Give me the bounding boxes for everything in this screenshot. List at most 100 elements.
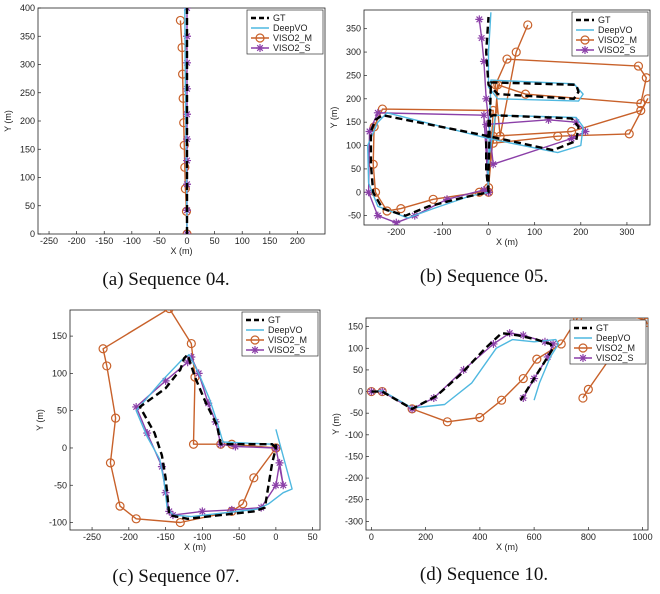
series-deepvo-b (367, 12, 584, 219)
visomarker-star (479, 57, 488, 66)
y-tick-label: 0 (356, 187, 361, 197)
y-tick-label: -50 (348, 211, 361, 221)
visomarker-star (581, 127, 590, 136)
visomarker-circle (496, 395, 507, 405)
legend-star-marker (579, 354, 587, 362)
legend-label: VISO2_S (268, 345, 306, 355)
visomarker-circle (186, 338, 196, 349)
legend-star-marker (251, 346, 259, 354)
x-tick-label: 100 (527, 227, 542, 237)
legend-circle-marker (255, 33, 265, 43)
x-tick-label: -250 (83, 532, 101, 542)
visomarker-circle (520, 89, 531, 99)
legend-label: VISO2_M (268, 335, 307, 345)
legend-label: VISO2_S (596, 353, 634, 363)
legend-label: DeepVO (596, 333, 631, 343)
legend-circle-marker (580, 35, 590, 45)
visomarker-star (479, 111, 488, 120)
legend-star-marker (581, 46, 589, 54)
legend-label: VISO2_M (598, 35, 637, 45)
visomarker-star (132, 402, 141, 411)
visomarker-circle (102, 361, 112, 371)
visomarker-circle (502, 54, 512, 64)
x-tick-label: 0 (369, 532, 374, 542)
x-tick-label: 200 (290, 236, 305, 246)
caption-a: (a) Sequence 04. (102, 269, 230, 290)
visomarker-circle (532, 354, 542, 364)
x-tick-label: 50 (210, 236, 220, 246)
visomarker-star (392, 218, 401, 225)
x-tick-label: 400 (472, 532, 487, 542)
y-tick-label: 50 (25, 201, 35, 211)
y-tick-label: 400 (20, 3, 35, 13)
visomarker-star (183, 110, 192, 119)
x-tick-label: -100 (193, 532, 211, 542)
visomarker-circle (188, 439, 199, 449)
y-tick-label: 50 (351, 164, 361, 174)
visomarker-star (365, 127, 374, 136)
x-tick-label: 600 (527, 532, 542, 542)
visomarker-star (161, 376, 170, 385)
visomarker-star (204, 399, 213, 408)
y-tick-label: 300 (20, 60, 35, 70)
y-tick-label: -200 (345, 473, 363, 483)
visomarker-circle (598, 303, 606, 311)
caption-d: (d) Sequence 10. (419, 564, 549, 585)
visomarker-star (479, 185, 488, 194)
x-tick-label: -200 (120, 532, 138, 542)
visomarker-circle (636, 98, 646, 109)
plot-area-b (364, 12, 650, 225)
y-tick-label: -50 (54, 480, 67, 490)
y-tick-label: 350 (20, 31, 35, 41)
visomarker-circle (641, 73, 650, 83)
y-tick-label: 50 (353, 365, 363, 375)
visomarker-circle (633, 61, 644, 71)
y-tick-label: 100 (348, 343, 363, 353)
x-tick-label: 1000 (633, 532, 653, 542)
series-gt-c (138, 353, 278, 520)
y-tick-label: -100 (49, 518, 67, 528)
visomarker-circle (583, 384, 593, 394)
legend-label: GT (598, 15, 611, 25)
series-deepvo-c (135, 354, 293, 518)
plot-area-a (175, 8, 192, 234)
visomarker-circle (578, 393, 588, 403)
visomarker-star (275, 458, 284, 467)
visomarker-circle (249, 473, 259, 483)
panel-c: -250 -200 -150 -100 -50 0 50 -100 -50 0 50 100 150 X … (35, 309, 321, 552)
y-tick-label: 150 (20, 144, 35, 154)
y-tick-label: 100 (20, 173, 35, 183)
x-axis-label-b: X (m) (496, 237, 518, 247)
visomarker-star (572, 118, 581, 127)
x-tick-label: 0 (486, 227, 491, 237)
y-axis-label-a: Y (m) (3, 110, 13, 132)
visomarker-star (477, 34, 486, 43)
y-tick-label: 150 (52, 331, 67, 341)
x-tick-label: 50 (308, 532, 318, 542)
visomarker-star (227, 505, 236, 514)
visomarker-star (187, 352, 196, 361)
legend-label: VISO2_S (598, 45, 636, 55)
visomarker-circle (624, 129, 634, 139)
x-tick-label: -100 (123, 236, 141, 246)
visomarker-circle (164, 310, 174, 314)
visomarker-star (373, 211, 382, 220)
visomarker-circle (105, 458, 116, 468)
legend-label: DeepVO (273, 23, 308, 33)
y-tick-label: 100 (346, 141, 361, 151)
visomarker-star (279, 481, 288, 490)
visomarker-circle (428, 194, 438, 204)
visomarker-circle (175, 517, 185, 528)
visomarker-circle (131, 514, 141, 524)
legend-label: GT (273, 13, 286, 23)
visomarker-star (378, 387, 387, 396)
visomarker-circle (98, 344, 108, 354)
y-tick-label: 250 (20, 88, 35, 98)
series-gt-d (371, 331, 555, 411)
legend-label: VISO2_S (273, 43, 311, 53)
caption-c: (c) Sequence 07. (112, 566, 240, 587)
x-tick-label: 0 (185, 236, 190, 246)
y-tick-label: 300 (346, 47, 361, 57)
